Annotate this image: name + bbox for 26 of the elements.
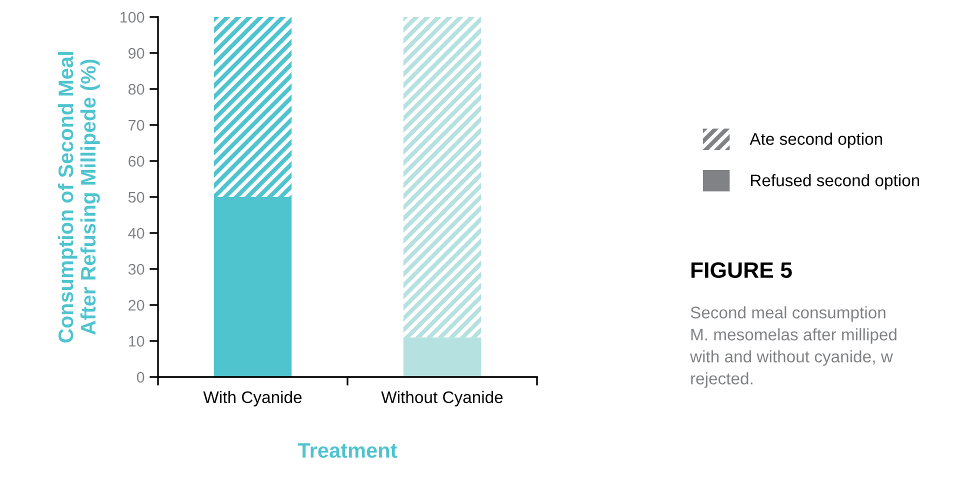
y-tick-label: 80 — [128, 84, 144, 95]
y-tick-label: 90 — [128, 48, 144, 59]
bar — [403, 337, 482, 377]
y-tick-label: 10 — [128, 336, 144, 347]
caption: FIGURE 5 — [691, 262, 792, 278]
bar — [214, 197, 292, 377]
bar — [403, 17, 482, 338]
text: rejected. — [691, 372, 752, 388]
x-axis-title: Treatment — [298, 443, 398, 458]
y-tick-label: 20 — [128, 300, 144, 311]
text: Ate second option — [750, 132, 882, 148]
y-tick-label: 70 — [128, 120, 144, 131]
y-tick-label: 30 — [128, 264, 144, 275]
y-tick-label: 50 — [128, 192, 144, 203]
text: Second meal consumption — [690, 306, 886, 322]
x-tick-label: With Cyanide — [203, 390, 302, 406]
y-tick-label: 60 — [128, 156, 144, 167]
text: with and without cyanide, w — [690, 350, 893, 366]
y-axis-title: Consumption of Second Meal After Refusing Millipede (%) — [58, 52, 100, 343]
y-tick-label: 100 — [120, 12, 144, 23]
text: Refused second option — [751, 174, 920, 190]
bar — [214, 17, 292, 197]
y-tick-label: 0 — [136, 372, 144, 383]
text: M. mesomelas after milliped — [691, 328, 896, 344]
x-tick-label: Without Cyanide — [381, 390, 503, 406]
y-tick-label: 40 — [128, 228, 144, 239]
